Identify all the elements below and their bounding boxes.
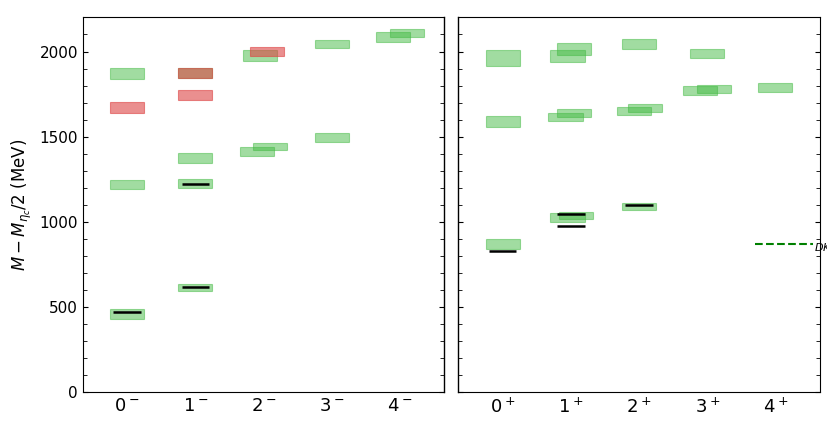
- FancyBboxPatch shape: [314, 40, 348, 48]
- FancyBboxPatch shape: [178, 153, 212, 163]
- FancyBboxPatch shape: [242, 50, 277, 61]
- FancyBboxPatch shape: [621, 203, 655, 211]
- FancyBboxPatch shape: [110, 68, 144, 79]
- FancyBboxPatch shape: [557, 109, 590, 117]
- FancyBboxPatch shape: [485, 116, 519, 127]
- FancyBboxPatch shape: [178, 179, 212, 188]
- FancyBboxPatch shape: [250, 47, 284, 56]
- FancyBboxPatch shape: [559, 212, 593, 218]
- FancyBboxPatch shape: [758, 83, 791, 92]
- FancyBboxPatch shape: [178, 68, 212, 78]
- Y-axis label: $M - M_{\eta_c}/2$ (MeV): $M - M_{\eta_c}/2$ (MeV): [10, 139, 34, 271]
- FancyBboxPatch shape: [110, 309, 144, 319]
- FancyBboxPatch shape: [627, 104, 661, 112]
- FancyBboxPatch shape: [178, 90, 212, 100]
- FancyBboxPatch shape: [375, 32, 409, 42]
- FancyBboxPatch shape: [690, 48, 724, 58]
- FancyBboxPatch shape: [389, 29, 423, 37]
- FancyBboxPatch shape: [314, 133, 348, 142]
- FancyBboxPatch shape: [696, 85, 730, 93]
- FancyBboxPatch shape: [485, 50, 519, 66]
- FancyBboxPatch shape: [485, 239, 519, 249]
- FancyBboxPatch shape: [682, 86, 717, 95]
- FancyBboxPatch shape: [550, 50, 584, 62]
- FancyBboxPatch shape: [178, 68, 212, 78]
- FancyBboxPatch shape: [110, 102, 144, 113]
- FancyBboxPatch shape: [621, 39, 655, 48]
- FancyBboxPatch shape: [557, 44, 590, 54]
- FancyBboxPatch shape: [550, 214, 584, 222]
- FancyBboxPatch shape: [110, 180, 144, 189]
- FancyBboxPatch shape: [253, 143, 287, 150]
- FancyBboxPatch shape: [616, 107, 650, 116]
- FancyBboxPatch shape: [239, 146, 273, 156]
- FancyBboxPatch shape: [178, 284, 212, 291]
- FancyBboxPatch shape: [547, 113, 582, 121]
- Text: $DK$: $DK$: [813, 241, 827, 253]
